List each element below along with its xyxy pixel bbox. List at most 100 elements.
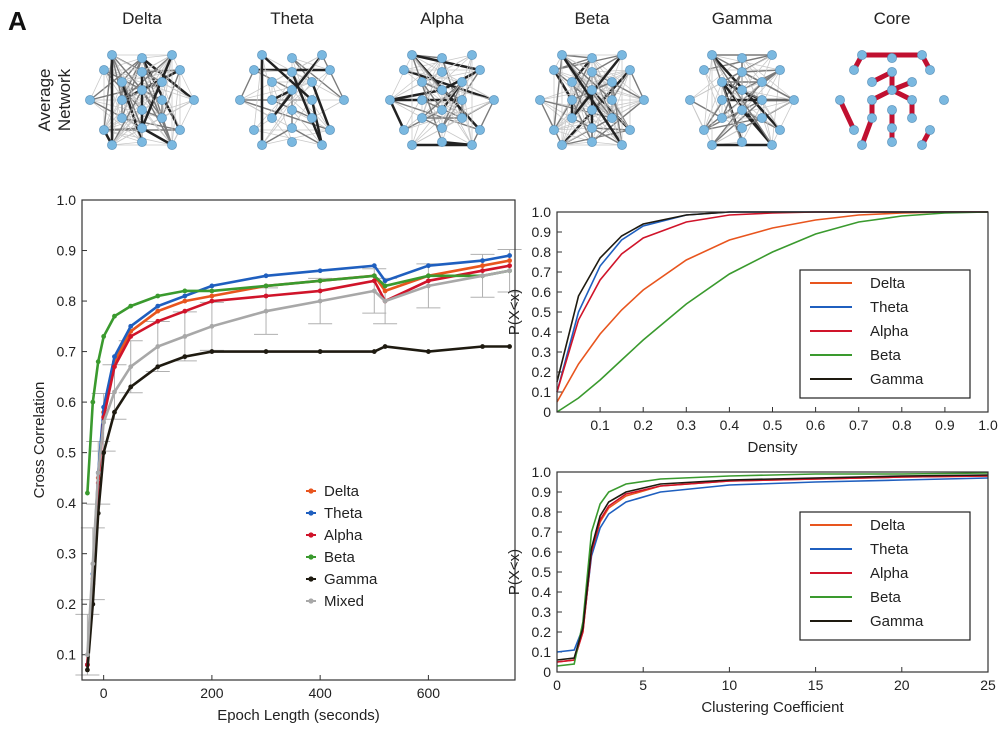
row-label-line-1: Average <box>35 68 54 131</box>
series-point-theta <box>507 253 512 258</box>
network-node <box>849 125 859 135</box>
series-point-mixed <box>128 364 134 370</box>
network-node <box>287 85 297 95</box>
network-edge <box>239 69 255 101</box>
network-node <box>317 140 327 150</box>
network-edge <box>103 99 195 131</box>
network-node <box>567 77 577 87</box>
plot-frame <box>556 211 989 413</box>
network-node <box>467 140 477 150</box>
network-edge <box>403 99 495 131</box>
network-edge <box>711 54 743 143</box>
network-node <box>707 50 717 60</box>
legend-label: Beta <box>324 549 356 566</box>
network-node <box>399 65 409 75</box>
series-point-alpha <box>263 293 269 299</box>
series-point-gamma <box>382 344 388 349</box>
y-tick-label: 0.5 <box>532 564 552 580</box>
network-edge <box>553 99 573 131</box>
series-point-alpha <box>480 268 485 274</box>
network-node <box>757 77 767 87</box>
network-node <box>257 140 267 150</box>
x-tick-label: 0.7 <box>849 417 869 433</box>
network-node <box>887 53 897 63</box>
network-edge <box>89 69 105 101</box>
series-point-alpha <box>155 318 161 324</box>
y-tick-label: 0.2 <box>532 624 552 640</box>
network-node <box>757 113 767 123</box>
series-point-mixed <box>371 288 377 294</box>
network-title-delta: Delta <box>122 9 162 28</box>
network-node <box>857 140 867 150</box>
network-node <box>189 95 199 105</box>
series-point-theta <box>155 303 161 309</box>
panel-letter: A <box>8 6 27 36</box>
network-edge <box>553 99 645 131</box>
network-node <box>175 65 185 75</box>
x-tick-label: 10 <box>722 677 738 693</box>
network-edge <box>121 57 143 119</box>
network-edge <box>561 54 593 59</box>
series-point-gamma <box>101 450 107 456</box>
series-point-alpha <box>128 334 134 339</box>
network-node <box>167 140 177 150</box>
network-edge <box>111 54 143 111</box>
series-point-beta <box>85 490 90 496</box>
network-node <box>267 95 277 105</box>
network-edge <box>771 69 781 146</box>
series-point-delta <box>209 293 215 299</box>
network-node <box>549 65 559 75</box>
network-node <box>437 67 447 77</box>
network-node <box>437 123 447 133</box>
network-node <box>317 50 327 60</box>
network-edge <box>591 54 623 73</box>
legend-label: Theta <box>870 299 909 316</box>
network-node <box>167 50 177 60</box>
network-node <box>737 123 747 133</box>
series-point-mixed <box>426 283 431 289</box>
network-node <box>287 137 297 147</box>
network-node <box>867 95 877 105</box>
network-edge <box>771 99 795 146</box>
network-edge <box>689 99 713 146</box>
network-node <box>287 53 297 63</box>
network-edge <box>711 54 743 111</box>
network-edge <box>271 117 293 143</box>
network-edge <box>389 99 481 131</box>
network-edge <box>591 127 623 146</box>
network-node <box>639 95 649 105</box>
network-edge <box>121 99 143 143</box>
series-point-delta <box>480 263 485 269</box>
y-tick-label: 0.8 <box>532 244 552 260</box>
network-node <box>925 65 935 75</box>
y-tick-label: 0.9 <box>532 484 552 500</box>
network-edge <box>291 89 331 131</box>
network-edge <box>171 54 195 101</box>
network-node <box>107 140 117 150</box>
network-edge <box>591 69 631 73</box>
network-node <box>137 137 147 147</box>
legend-label: Gamma <box>870 371 924 388</box>
legend-label: Beta <box>870 589 902 606</box>
series-point-beta <box>90 399 96 405</box>
network-node <box>325 65 335 75</box>
network-edge <box>611 99 623 146</box>
network-node <box>939 95 949 105</box>
network-edge <box>561 57 593 146</box>
series-point-mixed <box>90 561 96 567</box>
x-tick-label: 400 <box>308 685 332 701</box>
network-edge <box>561 127 593 146</box>
network-alpha: Alpha <box>385 9 499 150</box>
series-point-gamma <box>317 349 323 354</box>
network-node <box>467 50 477 60</box>
x-tick-label: 15 <box>808 677 824 693</box>
network-node <box>857 50 867 60</box>
network-node <box>835 95 845 105</box>
network-node <box>399 125 409 135</box>
network-node <box>767 50 777 60</box>
network-edge <box>121 54 173 101</box>
series-point-mixed <box>155 344 161 349</box>
network-node <box>625 65 635 75</box>
legend-label: Alpha <box>870 565 909 582</box>
network-node <box>567 95 577 105</box>
